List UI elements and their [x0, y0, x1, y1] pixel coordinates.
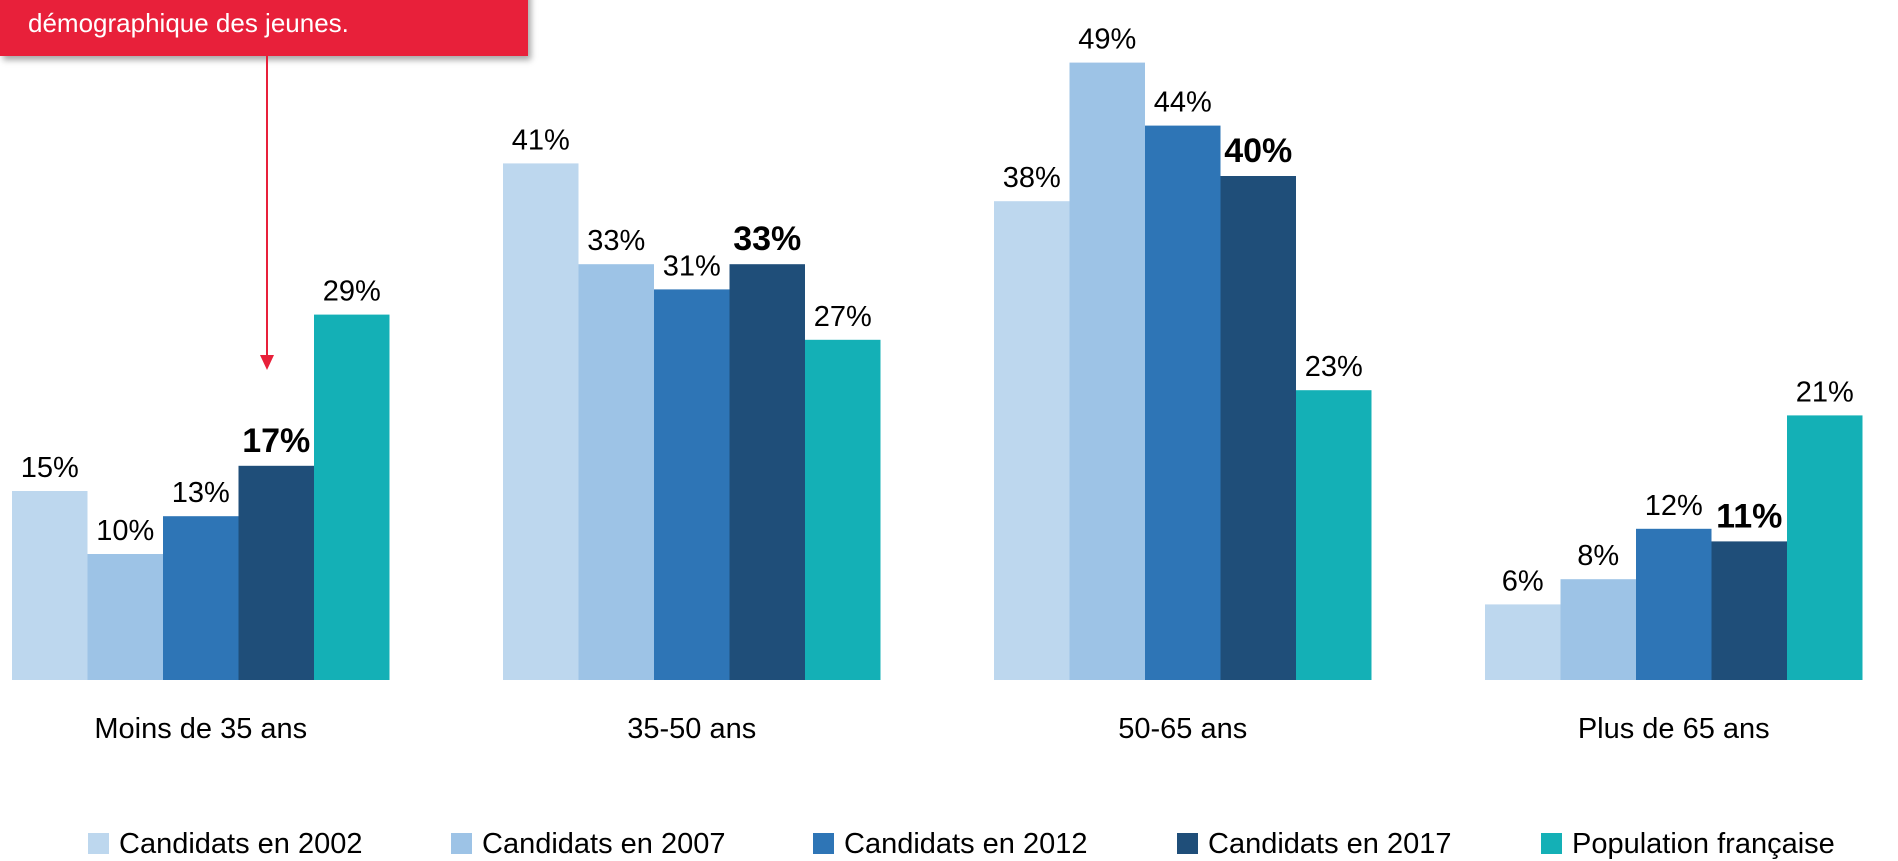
- legend-label: Candidats en 2007: [482, 828, 725, 860]
- data-label: 12%: [1645, 490, 1703, 522]
- bar-2-4: [1560, 579, 1636, 680]
- bar-5-3: [1296, 390, 1372, 680]
- legend-label: Candidats en 2017: [1208, 828, 1451, 860]
- bar-5-2: [805, 339, 881, 680]
- category-label: Plus de 65 ans: [1578, 713, 1770, 745]
- bar-5-1: [314, 314, 390, 680]
- legend-swatch: [88, 833, 109, 854]
- bar-3-2: [654, 289, 730, 680]
- bar-3-4: [1636, 528, 1712, 680]
- data-label: 33%: [733, 220, 801, 258]
- bar-1-3: [994, 201, 1070, 680]
- bar-5-4: [1787, 415, 1863, 680]
- bars: [12, 62, 1863, 681]
- data-label: 23%: [1305, 351, 1363, 383]
- data-label: 27%: [814, 301, 872, 333]
- bar-2-2: [578, 264, 654, 680]
- data-label: 11%: [1716, 497, 1782, 535]
- data-label: 8%: [1577, 540, 1619, 572]
- category-label: 50-65 ans: [1118, 713, 1247, 745]
- legend-swatch: [1177, 833, 1198, 854]
- bar-2-1: [87, 554, 163, 680]
- data-label: 31%: [663, 250, 721, 282]
- data-label: 10%: [96, 515, 154, 547]
- data-label: 17%: [242, 422, 310, 460]
- category-labels: Moins de 35 ans 35-50 ans 50-65 ans Plus de…: [94, 713, 1769, 745]
- bar-4-3: [1220, 176, 1296, 680]
- data-label: 41%: [512, 124, 570, 156]
- arrow-head: [260, 355, 274, 370]
- data-label: 49%: [1078, 24, 1136, 56]
- legend-swatch: [813, 833, 834, 854]
- bar-3-1: [163, 516, 239, 680]
- data-label: 21%: [1796, 376, 1854, 408]
- legend-label: Candidats en 2012: [844, 828, 1087, 860]
- legend-swatch: [1541, 833, 1562, 854]
- annotation-callout-text: démographique des jeunes.: [28, 8, 349, 38]
- data-label: 13%: [172, 477, 230, 509]
- data-label: 15%: [21, 452, 79, 484]
- data-label: 40%: [1224, 132, 1292, 170]
- bar-4-1: [238, 465, 314, 680]
- bar-3-3: [1145, 125, 1221, 681]
- annotation-arrow: [260, 56, 274, 370]
- bar-1-4: [1485, 604, 1561, 680]
- bar-1-1: [12, 491, 88, 680]
- legend: Candidats en 2002 Candidats en 2007 Candid…: [88, 828, 1835, 860]
- category-label: Moins de 35 ans: [94, 713, 307, 745]
- legend-label: Candidats en 2002: [119, 828, 362, 860]
- bar-1-2: [503, 163, 579, 680]
- data-label: 29%: [323, 276, 381, 308]
- bar-4-4: [1711, 541, 1787, 680]
- data-label: 44%: [1154, 87, 1212, 119]
- bar-4-2: [729, 264, 805, 680]
- data-label: 6%: [1502, 565, 1544, 597]
- annotation-callout: démographique des jeunes.: [0, 0, 528, 56]
- data-label: 33%: [587, 225, 645, 257]
- legend-swatch: [451, 833, 472, 854]
- bar-2-3: [1069, 62, 1145, 681]
- category-label: 35-50 ans: [627, 713, 756, 745]
- data-labels: 15% 10% 13% 17% 29% 41% 33% 31% 33% 27% 38% 49% 44% 4…: [21, 24, 1854, 598]
- legend-label: Population française: [1572, 828, 1835, 860]
- data-label: 38%: [1003, 162, 1061, 194]
